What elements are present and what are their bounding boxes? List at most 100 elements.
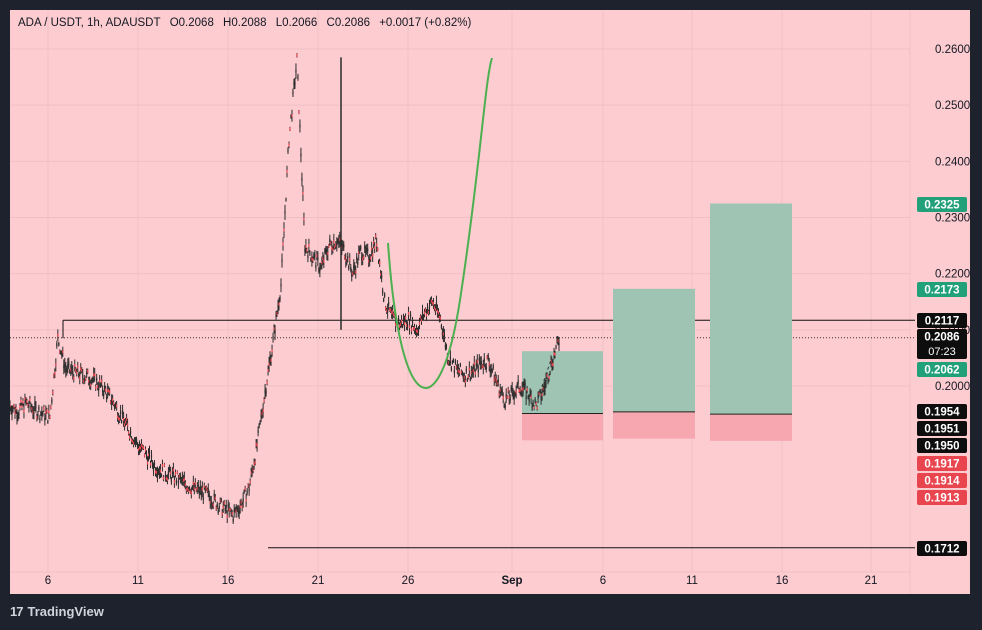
candle-body bbox=[315, 265, 317, 269]
candle-body bbox=[451, 360, 453, 364]
candle-body bbox=[265, 390, 267, 394]
candle-body bbox=[487, 355, 489, 359]
price-tag bbox=[917, 421, 967, 436]
candle-body bbox=[290, 114, 292, 118]
candle-body bbox=[54, 371, 56, 375]
candle-body bbox=[144, 448, 147, 452]
candle-body bbox=[93, 373, 95, 377]
candle-body bbox=[393, 313, 395, 317]
candle-body bbox=[355, 270, 357, 274]
candle-body bbox=[502, 396, 504, 400]
candle-body bbox=[97, 384, 99, 388]
x-tick-label: 6 bbox=[600, 575, 606, 587]
candle-body bbox=[140, 443, 143, 447]
candle-body bbox=[455, 365, 457, 369]
price-tag bbox=[917, 438, 967, 453]
price-tag bbox=[917, 541, 967, 556]
candle-body bbox=[153, 462, 156, 466]
candle-body bbox=[453, 370, 455, 374]
candle-body bbox=[155, 470, 158, 474]
candle-body bbox=[271, 349, 273, 353]
candle-body bbox=[186, 487, 188, 491]
candle-body bbox=[313, 254, 315, 258]
candle-body bbox=[476, 360, 478, 364]
candle-body bbox=[94, 373, 96, 377]
candle-body bbox=[330, 241, 332, 245]
candle-body bbox=[170, 479, 173, 483]
symbol-label[interactable]: ADA / USDT, 1h, ADAUSDT bbox=[18, 17, 161, 29]
candle-body bbox=[324, 249, 326, 253]
candle-body bbox=[447, 361, 450, 365]
candle-body bbox=[107, 389, 109, 393]
candle-body bbox=[44, 417, 46, 421]
candle-body bbox=[127, 431, 130, 435]
candle-body bbox=[325, 248, 327, 252]
candle-body bbox=[481, 364, 483, 368]
candle-body bbox=[45, 411, 47, 415]
candle-body bbox=[213, 493, 215, 497]
candle-body bbox=[337, 239, 339, 243]
candle-body bbox=[150, 454, 153, 458]
candle-body bbox=[329, 238, 331, 242]
candle-body bbox=[304, 249, 306, 253]
candle-body bbox=[231, 512, 233, 516]
price-tag-label: 0.2117 bbox=[925, 316, 960, 328]
y-tick-label: 0.2500 bbox=[935, 100, 970, 112]
candle-body bbox=[449, 356, 451, 360]
candle-body bbox=[400, 319, 403, 323]
candle-body bbox=[272, 336, 274, 340]
candle-body bbox=[356, 256, 358, 260]
candle-body bbox=[178, 474, 180, 478]
candle-body bbox=[474, 371, 476, 375]
x-tick-label: 21 bbox=[312, 575, 325, 587]
candle-body bbox=[109, 390, 111, 394]
candle-body bbox=[435, 301, 438, 305]
price-tag bbox=[917, 313, 967, 328]
candle-body bbox=[327, 252, 329, 256]
candle-body bbox=[314, 253, 316, 257]
projection-line bbox=[537, 356, 553, 399]
candle-body bbox=[252, 468, 254, 472]
candle-body bbox=[194, 481, 196, 485]
candle-body bbox=[152, 467, 155, 471]
candle-body bbox=[168, 466, 171, 470]
candle-body bbox=[235, 509, 237, 513]
candle-body bbox=[300, 153, 302, 157]
candle-body bbox=[311, 257, 313, 261]
candle-body bbox=[509, 397, 511, 401]
price-tag bbox=[917, 473, 967, 488]
candle-body bbox=[238, 510, 240, 514]
candle-body bbox=[247, 484, 249, 488]
candle-body bbox=[437, 311, 440, 315]
candle-body bbox=[161, 464, 164, 468]
candle-body bbox=[142, 446, 145, 450]
candle-body bbox=[27, 403, 29, 407]
candle-body bbox=[423, 311, 426, 315]
candle-body bbox=[541, 393, 543, 397]
tradingview-logo-icon: 17 bbox=[10, 604, 24, 619]
candle-body bbox=[513, 396, 515, 400]
candle-body bbox=[28, 405, 30, 409]
candle-body bbox=[452, 359, 454, 363]
candle-body bbox=[87, 369, 89, 373]
candle-body bbox=[173, 480, 176, 484]
candle-body bbox=[305, 244, 307, 248]
candle-body bbox=[334, 245, 336, 249]
candle-body bbox=[544, 385, 546, 389]
candle-body bbox=[237, 509, 239, 513]
candle-body bbox=[444, 344, 447, 348]
candle-body bbox=[52, 391, 54, 395]
price-chart[interactable]: 0.20000.21000.22000.23000.24000.25000.26… bbox=[10, 10, 970, 594]
candle-body bbox=[137, 447, 140, 451]
candle-body bbox=[366, 247, 368, 251]
candle-body bbox=[351, 273, 353, 277]
chart-pane[interactable]: 0.20000.21000.22000.23000.24000.25000.26… bbox=[10, 10, 970, 594]
tradingview-branding[interactable]: 17 TradingView bbox=[10, 604, 104, 619]
candle-body bbox=[348, 266, 350, 270]
cup-curve bbox=[387, 57, 493, 389]
x-tick-label: 26 bbox=[402, 575, 415, 587]
candle-body bbox=[371, 247, 373, 251]
candle-body bbox=[182, 478, 184, 482]
candle-body bbox=[516, 383, 518, 387]
candle-body bbox=[68, 361, 70, 365]
